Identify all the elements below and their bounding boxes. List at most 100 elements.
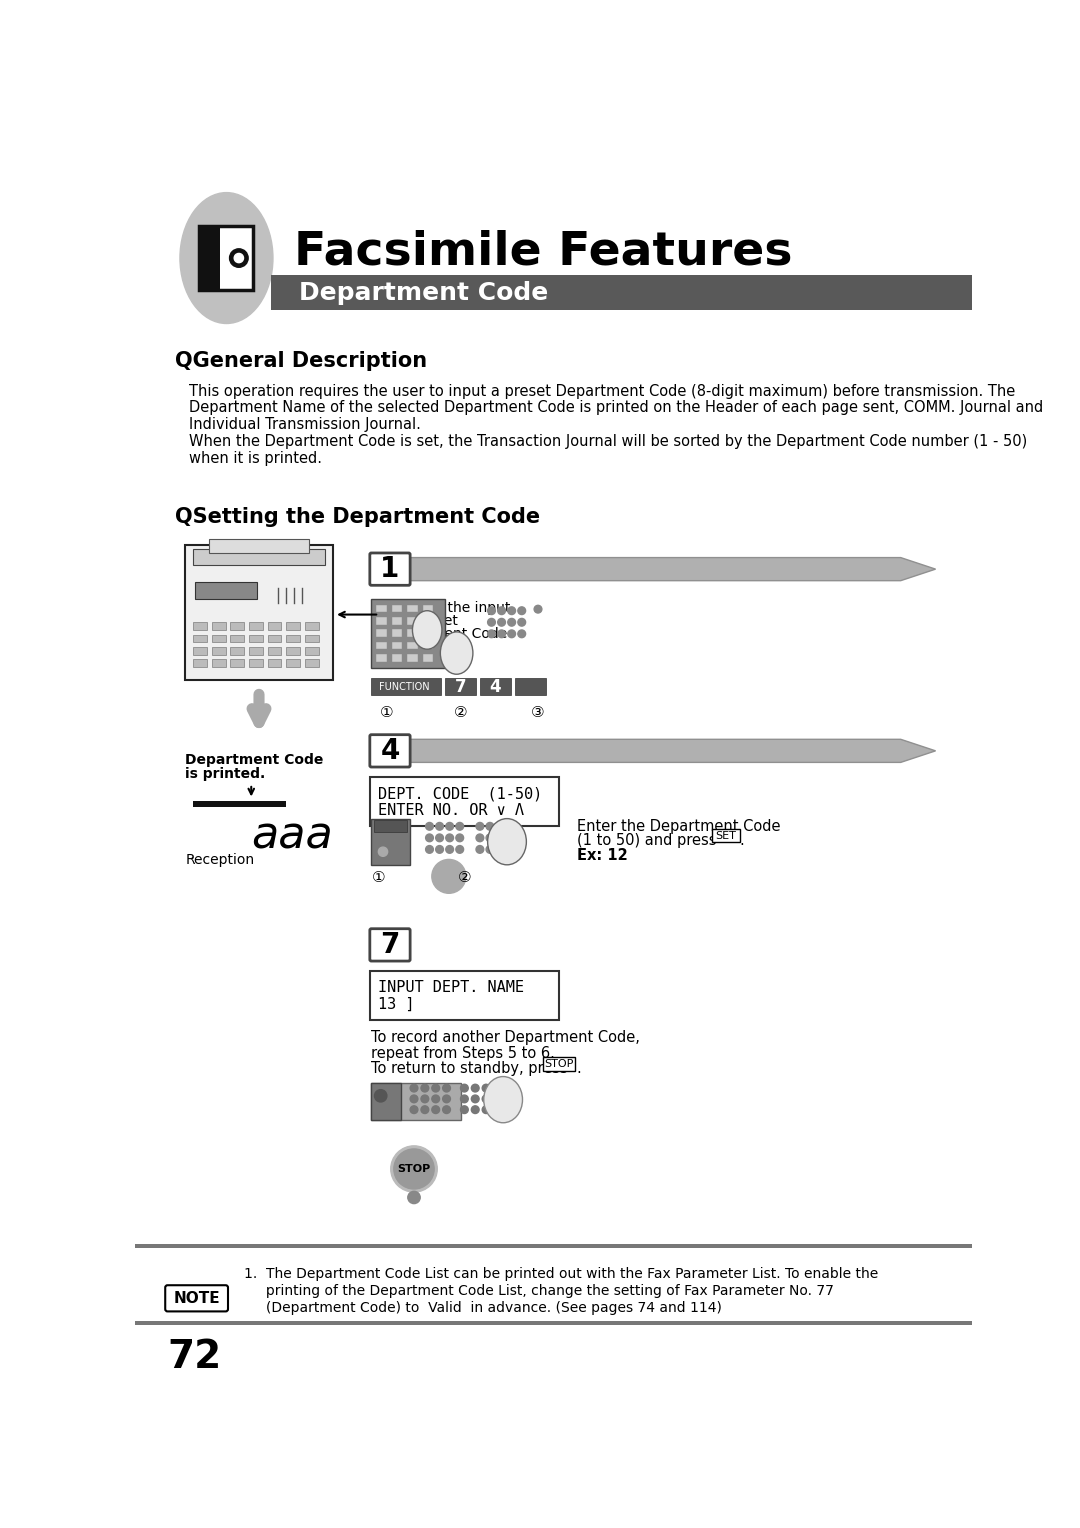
Circle shape — [517, 619, 526, 626]
Circle shape — [378, 847, 388, 856]
Text: printing of the Department Code List, change the setting of Fax Parameter No. 77: printing of the Department Code List, ch… — [243, 1284, 834, 1297]
Text: ENTER NO. OR ∨ Λ: ENTER NO. OR ∨ Λ — [378, 804, 524, 817]
Bar — [193, 659, 207, 666]
Bar — [193, 549, 325, 564]
Bar — [392, 630, 403, 637]
Bar — [248, 622, 262, 630]
Circle shape — [471, 1106, 480, 1114]
Bar — [199, 226, 220, 290]
Bar — [376, 654, 387, 662]
Circle shape — [508, 607, 515, 614]
Text: ①: ① — [380, 706, 394, 720]
Bar — [212, 634, 226, 642]
Text: This operation requires the user to input a preset Department Code (8-digit maxi: This operation requires the user to inpu… — [189, 384, 1015, 399]
Bar — [372, 1083, 460, 1120]
Bar — [305, 659, 319, 666]
Text: Reception: Reception — [186, 853, 255, 868]
Bar — [193, 622, 207, 630]
Text: ③: ③ — [531, 706, 544, 720]
Bar — [286, 634, 300, 642]
FancyBboxPatch shape — [369, 972, 559, 1021]
Circle shape — [517, 630, 526, 637]
Text: ①: ① — [373, 871, 386, 885]
Circle shape — [432, 1085, 440, 1093]
Circle shape — [234, 254, 243, 263]
Bar — [305, 622, 319, 630]
Circle shape — [391, 1146, 437, 1192]
Text: 7: 7 — [455, 678, 467, 695]
FancyBboxPatch shape — [369, 553, 410, 585]
Bar — [230, 622, 244, 630]
Text: NOTE: NOTE — [174, 1291, 220, 1306]
Bar — [407, 617, 418, 625]
Circle shape — [476, 822, 484, 830]
Text: INPUT DEPT. NAME: INPUT DEPT. NAME — [378, 981, 524, 995]
Bar — [305, 634, 319, 642]
Circle shape — [471, 1085, 480, 1093]
Circle shape — [435, 834, 444, 842]
Circle shape — [507, 845, 514, 853]
Circle shape — [496, 845, 504, 853]
Bar — [135, 1244, 972, 1247]
Circle shape — [432, 1096, 440, 1103]
Circle shape — [456, 822, 463, 830]
Text: To return to standby, press: To return to standby, press — [372, 1060, 568, 1076]
Circle shape — [460, 1106, 469, 1114]
Bar — [422, 654, 433, 662]
Bar — [392, 654, 403, 662]
Text: Department Code: Department Code — [299, 281, 549, 306]
FancyBboxPatch shape — [165, 1285, 228, 1311]
Circle shape — [460, 1085, 469, 1093]
Circle shape — [482, 1106, 490, 1114]
Text: Department Code: Department Code — [186, 753, 324, 767]
Bar — [445, 678, 476, 695]
Bar — [515, 678, 545, 695]
Circle shape — [443, 1085, 450, 1093]
Bar — [268, 659, 282, 666]
Text: Ex: 12: Ex: 12 — [577, 848, 627, 863]
Circle shape — [507, 834, 514, 842]
Bar — [268, 622, 282, 630]
Text: Facsimile Features: Facsimile Features — [294, 229, 793, 275]
Circle shape — [486, 834, 494, 842]
Text: (8-digit).: (8-digit). — [383, 640, 443, 654]
Bar — [372, 599, 445, 668]
Bar — [407, 605, 418, 613]
Circle shape — [482, 1085, 490, 1093]
Text: 4: 4 — [380, 736, 400, 766]
FancyBboxPatch shape — [542, 1056, 576, 1071]
Circle shape — [426, 834, 433, 842]
Bar — [248, 646, 262, 654]
Circle shape — [446, 845, 454, 853]
Bar — [248, 634, 262, 642]
Text: 7: 7 — [380, 931, 400, 960]
Circle shape — [435, 822, 444, 830]
Circle shape — [421, 1096, 429, 1103]
Circle shape — [498, 630, 505, 637]
Bar — [376, 605, 387, 613]
Text: is printed.: is printed. — [186, 767, 266, 781]
Text: 4: 4 — [489, 678, 501, 695]
Bar — [376, 630, 387, 637]
Circle shape — [507, 822, 514, 830]
Bar — [376, 617, 387, 625]
Circle shape — [410, 1096, 418, 1103]
Circle shape — [421, 1085, 429, 1093]
Circle shape — [432, 1106, 440, 1114]
Ellipse shape — [488, 819, 526, 865]
Circle shape — [517, 607, 526, 614]
FancyBboxPatch shape — [199, 226, 253, 290]
Circle shape — [432, 859, 465, 894]
Text: of a preset: of a preset — [383, 614, 458, 628]
Bar — [286, 622, 300, 630]
Ellipse shape — [413, 611, 442, 649]
Bar — [193, 801, 286, 807]
Circle shape — [460, 1096, 469, 1103]
Circle shape — [471, 1096, 480, 1103]
Text: 1: 1 — [380, 555, 400, 584]
Text: (Department Code) to  Valid  in advance. (See pages 74 and 114): (Department Code) to Valid in advance. (… — [243, 1300, 721, 1314]
Bar — [135, 1320, 972, 1325]
Ellipse shape — [180, 193, 273, 324]
Text: Enter the Department Code: Enter the Department Code — [577, 819, 780, 834]
Text: STOP: STOP — [544, 1059, 573, 1070]
